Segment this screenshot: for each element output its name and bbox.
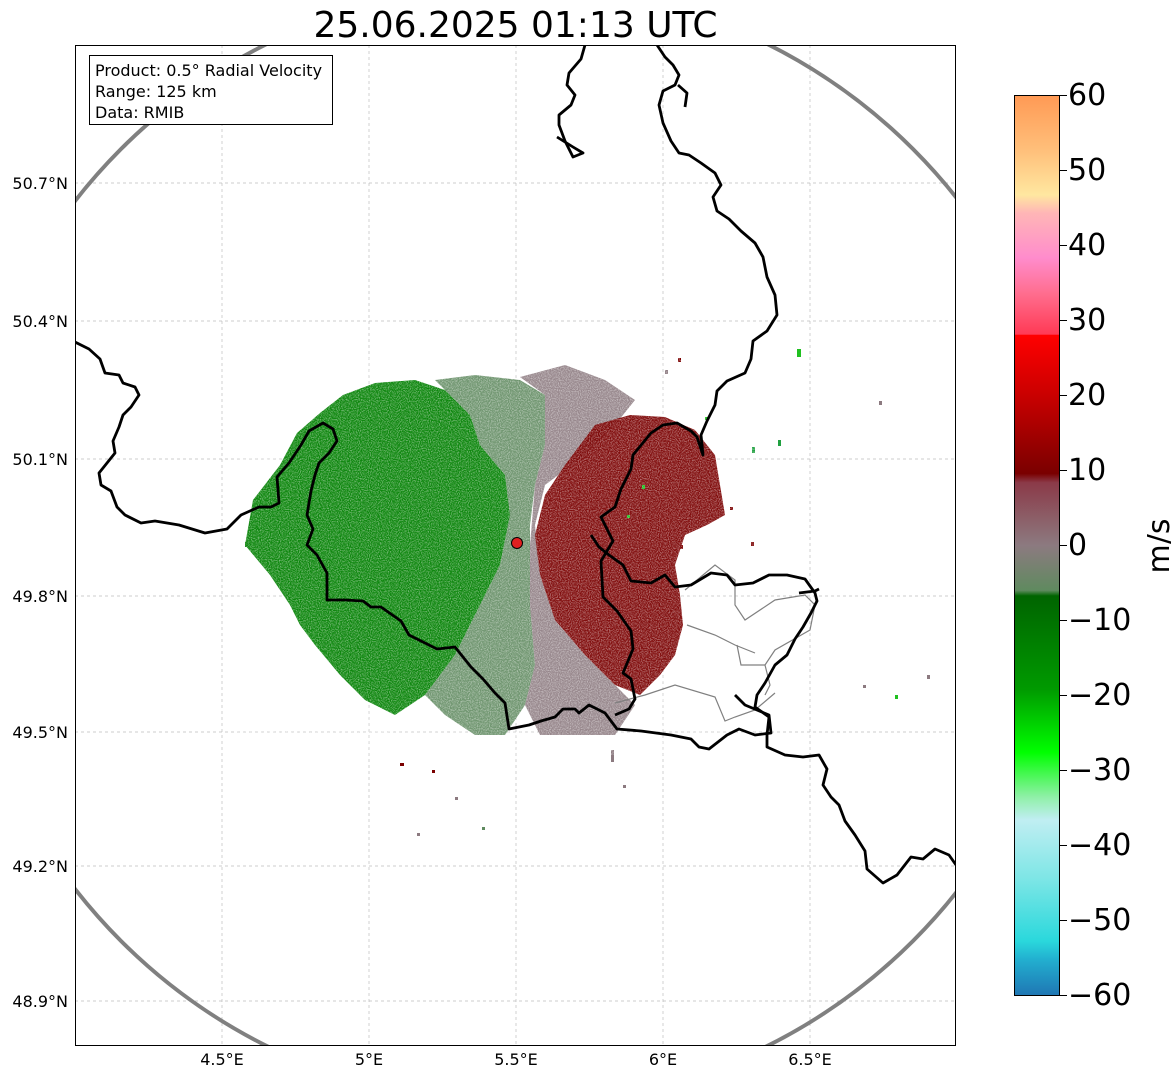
colorbar-tick-mark [1060, 395, 1067, 396]
data-source-label: Data: RMIB [95, 103, 185, 122]
velocity-echo-field [235, 349, 930, 836]
velocity-colorbar [1014, 95, 1060, 996]
map-title: 25.06.2025 01:13 UTC [313, 5, 718, 46]
radar-map[interactable] [75, 45, 956, 1046]
colorbar-tick-label: 40 [1068, 228, 1107, 263]
product-label: Product: 0.5° Radial Velocity [95, 61, 323, 80]
colorbar-unit-label: m/s [1142, 518, 1171, 574]
colorbar-tick-label: −10 [1068, 603, 1132, 638]
x-tick-label: 4.5°E [200, 1050, 244, 1069]
colorbar-tick-label: −30 [1068, 753, 1132, 788]
y-tick-label: 50.1°N [12, 450, 68, 469]
y-tick-label: 48.9°N [12, 992, 68, 1011]
colorbar-tick-label: 0 [1068, 528, 1088, 563]
x-tick-label: 6.5°E [788, 1050, 832, 1069]
x-tick-label: 6°E [648, 1050, 678, 1069]
y-tick-label: 49.2°N [12, 857, 68, 876]
echo-speckle-texture [235, 355, 755, 755]
radar-map-canvas [75, 45, 956, 1046]
y-tick-label: 50.4°N [12, 312, 68, 331]
map-frame [75, 45, 956, 1046]
colorbar-tick-mark [1060, 995, 1067, 996]
product-info-box: Product: 0.5° Radial Velocity Range: 125… [89, 55, 333, 125]
colorbar-gradient [1015, 96, 1059, 995]
colorbar-tick-mark [1060, 920, 1067, 921]
y-tick-label: 49.5°N [12, 723, 68, 742]
province-borders [614, 564, 816, 722]
colorbar-tick-mark [1060, 845, 1067, 846]
colorbar-tick-label: −20 [1068, 678, 1132, 713]
range-label: Range: 125 km [95, 82, 217, 101]
x-tick-label: 5.5°E [494, 1050, 538, 1069]
colorbar-tick-label: 10 [1068, 453, 1107, 488]
colorbar-tick-mark [1060, 170, 1067, 171]
y-tick-label: 49.8°N [12, 587, 68, 606]
country-borders [75, 45, 956, 885]
colorbar-tick-mark [1060, 695, 1067, 696]
colorbar-tick-mark [1060, 320, 1067, 321]
colorbar-tick-label: 50 [1068, 153, 1107, 188]
colorbar-tick-mark [1060, 770, 1067, 771]
colorbar-tick-label: −40 [1068, 828, 1132, 863]
colorbar-tick-label: 20 [1068, 378, 1107, 413]
colorbar-tick-mark [1060, 95, 1067, 96]
colorbar-tick-mark [1060, 620, 1067, 621]
colorbar-tick-label: 60 [1068, 78, 1107, 113]
x-tick-label: 5°E [354, 1050, 384, 1069]
colorbar-tick-label: 30 [1068, 303, 1107, 338]
y-tick-label: 50.7°N [12, 174, 68, 193]
colorbar-tick-mark [1060, 470, 1067, 471]
radar-site-marker[interactable] [511, 537, 523, 549]
colorbar-tick-mark [1060, 545, 1067, 546]
colorbar-tick-label: −60 [1068, 978, 1132, 1013]
colorbar-tick-mark [1060, 245, 1067, 246]
colorbar-tick-label: −50 [1068, 903, 1132, 938]
